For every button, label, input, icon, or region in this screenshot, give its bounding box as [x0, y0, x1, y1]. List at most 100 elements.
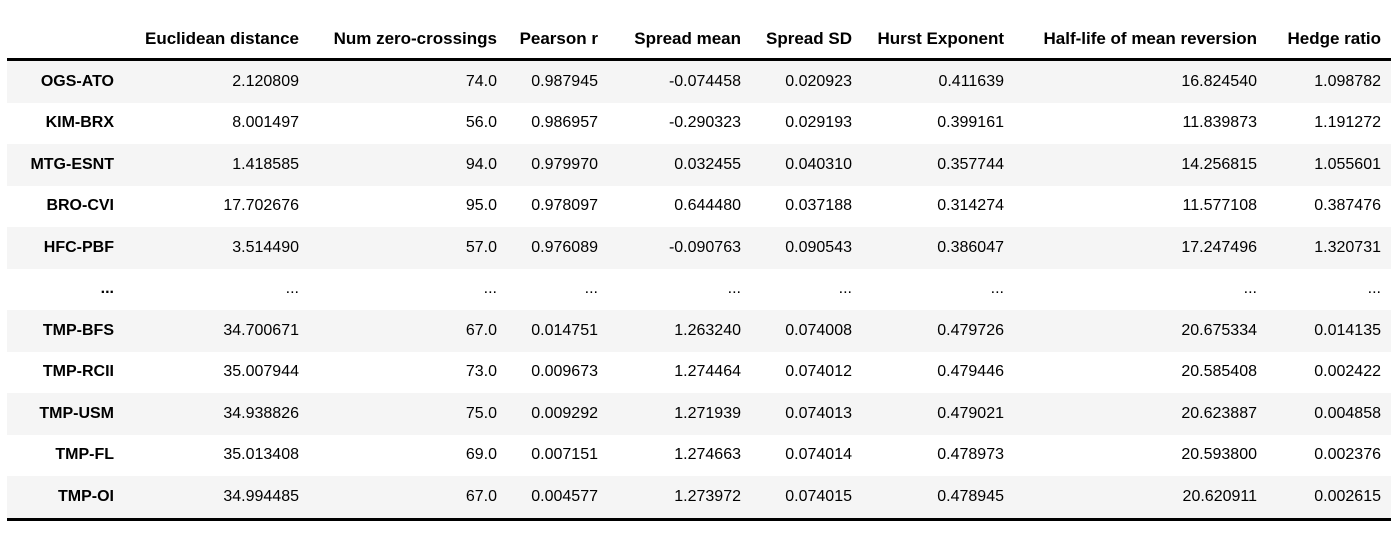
value-cell: 0.386047: [937, 238, 1004, 256]
table-row: TMP-RCII 35.007944 73.0 0.009673 1.274464 0.0…: [7, 352, 1391, 394]
value-cell: 56.0: [465, 114, 497, 132]
value-cell: -0.090763: [668, 238, 741, 256]
value-cell: 0.479726: [937, 321, 1004, 339]
column-header-half-life-mean-reversion: Half-life of mean reversion: [1014, 20, 1267, 61]
index-cell: MTG-ESNT: [30, 155, 114, 173]
value-cell: 17.702676: [223, 197, 299, 215]
value-cell: ...: [483, 280, 497, 298]
index-cell: OGS-ATO: [40, 72, 114, 90]
value-cell: ...: [727, 280, 741, 298]
value-cell: 1.274464: [674, 363, 741, 381]
value-cell: 35.013408: [223, 446, 299, 464]
value-cell: 74.0: [465, 72, 497, 90]
value-cell: 0.040310: [785, 155, 852, 173]
column-header-hedge-ratio: Hedge ratio: [1267, 20, 1391, 61]
value-cell: 0.009673: [531, 363, 598, 381]
value-cell: 20.585408: [1181, 363, 1257, 381]
value-cell: 1.271939: [674, 404, 741, 422]
table-row: ...........................: [7, 269, 1391, 311]
table-row: TMP-OI 34.994485 67.0 0.004577 1.273972 0.074…: [7, 476, 1391, 519]
value-cell: 67.0: [465, 487, 497, 505]
value-cell: 0.644480: [674, 197, 741, 215]
table-row: TMP-BFS 34.700671 67.0 0.014751 1.263240 0.07…: [7, 310, 1391, 352]
index-header-cell: [7, 20, 124, 61]
value-cell: 1.273972: [674, 487, 741, 505]
value-cell: 0.979970: [531, 155, 598, 173]
value-cell: 0.357744: [937, 155, 1004, 173]
value-cell: 34.994485: [223, 487, 299, 505]
value-cell: 8.001497: [232, 114, 299, 132]
column-header-euclidean-distance: Euclidean distance: [124, 20, 309, 61]
index-cell: KIM-BRX: [45, 114, 114, 132]
value-cell: 57.0: [465, 238, 497, 256]
value-cell: ...: [285, 280, 299, 298]
pairs-statistics-table: Euclidean distance Num zero-crossings Pe…: [7, 20, 1391, 521]
value-cell: 20.620911: [1182, 487, 1257, 505]
value-cell: 0.479446: [937, 363, 1004, 381]
value-cell: 1.274663: [674, 446, 741, 464]
value-cell: ...: [990, 280, 1004, 298]
value-cell: 0.976089: [531, 238, 598, 256]
column-header-spread-mean: Spread mean: [608, 20, 751, 61]
value-cell: 69.0: [465, 446, 497, 464]
value-cell: 20.623887: [1181, 404, 1257, 422]
value-cell: ...: [584, 280, 598, 298]
value-cell: 0.014135: [1314, 321, 1381, 339]
column-header-num-zero-crossings: Num zero-crossings: [309, 20, 507, 61]
index-cell: TMP-USM: [39, 404, 114, 422]
value-cell: 0.007151: [531, 446, 598, 464]
table-row: TMP-USM 34.938826 75.0 0.009292 1.271939 0.07…: [7, 393, 1391, 435]
value-cell: 75.0: [465, 404, 497, 422]
value-cell: 0.478945: [937, 487, 1004, 505]
value-cell: 0.074013: [785, 404, 852, 422]
index-cell: TMP-OI: [58, 487, 114, 505]
index-cell: HFC-PBF: [43, 238, 114, 256]
value-cell: 0.037188: [785, 197, 852, 215]
index-cell: TMP-BFS: [42, 321, 114, 339]
value-cell: 0.014751: [531, 321, 598, 339]
table-row: OGS-ATO 2.120809 74.0 0.987945 -0.074458 0.02…: [7, 59, 1391, 103]
value-cell: 0.009292: [531, 404, 598, 422]
value-cell: 95.0: [465, 197, 497, 215]
value-cell: 0.004577: [531, 487, 598, 505]
value-cell: 11.577108: [1182, 197, 1257, 215]
value-cell: 34.938826: [223, 404, 299, 422]
value-cell: 17.247496: [1181, 238, 1257, 256]
value-cell: 0.074012: [785, 363, 852, 381]
value-cell: 0.032455: [674, 155, 741, 173]
value-cell: 1.191272: [1314, 114, 1381, 132]
value-cell: 0.987945: [531, 72, 598, 90]
value-cell: 0.002376: [1314, 446, 1381, 464]
index-cell: TMP-FL: [55, 446, 114, 464]
value-cell: 1.098782: [1314, 72, 1381, 90]
table-body: OGS-ATO 2.120809 74.0 0.987945 -0.074458 0.02…: [7, 59, 1391, 519]
value-cell: 1.263240: [674, 321, 741, 339]
value-cell: 0.074015: [785, 487, 852, 505]
value-cell: ...: [1243, 280, 1257, 298]
table-row: MTG-ESNT 1.418585 94.0 0.979970 0.032455 0.04…: [7, 144, 1391, 186]
value-cell: 94.0: [465, 155, 497, 173]
value-cell: 0.478973: [937, 446, 1004, 464]
value-cell: 0.074008: [785, 321, 852, 339]
value-cell: 16.824540: [1181, 72, 1257, 90]
value-cell: ...: [838, 280, 852, 298]
value-cell: 0.002422: [1314, 363, 1381, 381]
value-cell: 0.479021: [937, 404, 1004, 422]
column-header-pearson-r: Pearson r: [507, 20, 608, 61]
value-cell: 0.411639: [938, 72, 1004, 90]
value-cell: 1.055601: [1314, 155, 1381, 173]
value-cell: -0.290323: [668, 114, 741, 132]
value-cell: 73.0: [465, 363, 497, 381]
header-row: Euclidean distance Num zero-crossings Pe…: [7, 20, 1391, 61]
value-cell: 1.418585: [232, 155, 299, 173]
value-cell: 35.007944: [223, 363, 299, 381]
value-cell: 34.700671: [223, 321, 299, 339]
table-row: BRO-CVI 17.702676 95.0 0.978097 0.644480 0.03…: [7, 186, 1391, 228]
value-cell: 20.675334: [1181, 321, 1257, 339]
column-header-hurst-exponent: Hurst Exponent: [862, 20, 1014, 61]
value-cell: 67.0: [465, 321, 497, 339]
table-row: KIM-BRX 8.001497 56.0 0.986957 -0.290323 0.02…: [7, 103, 1391, 145]
value-cell: 0.020923: [785, 72, 852, 90]
index-cell: BRO-CVI: [46, 197, 114, 215]
value-cell: 14.256815: [1181, 155, 1257, 173]
